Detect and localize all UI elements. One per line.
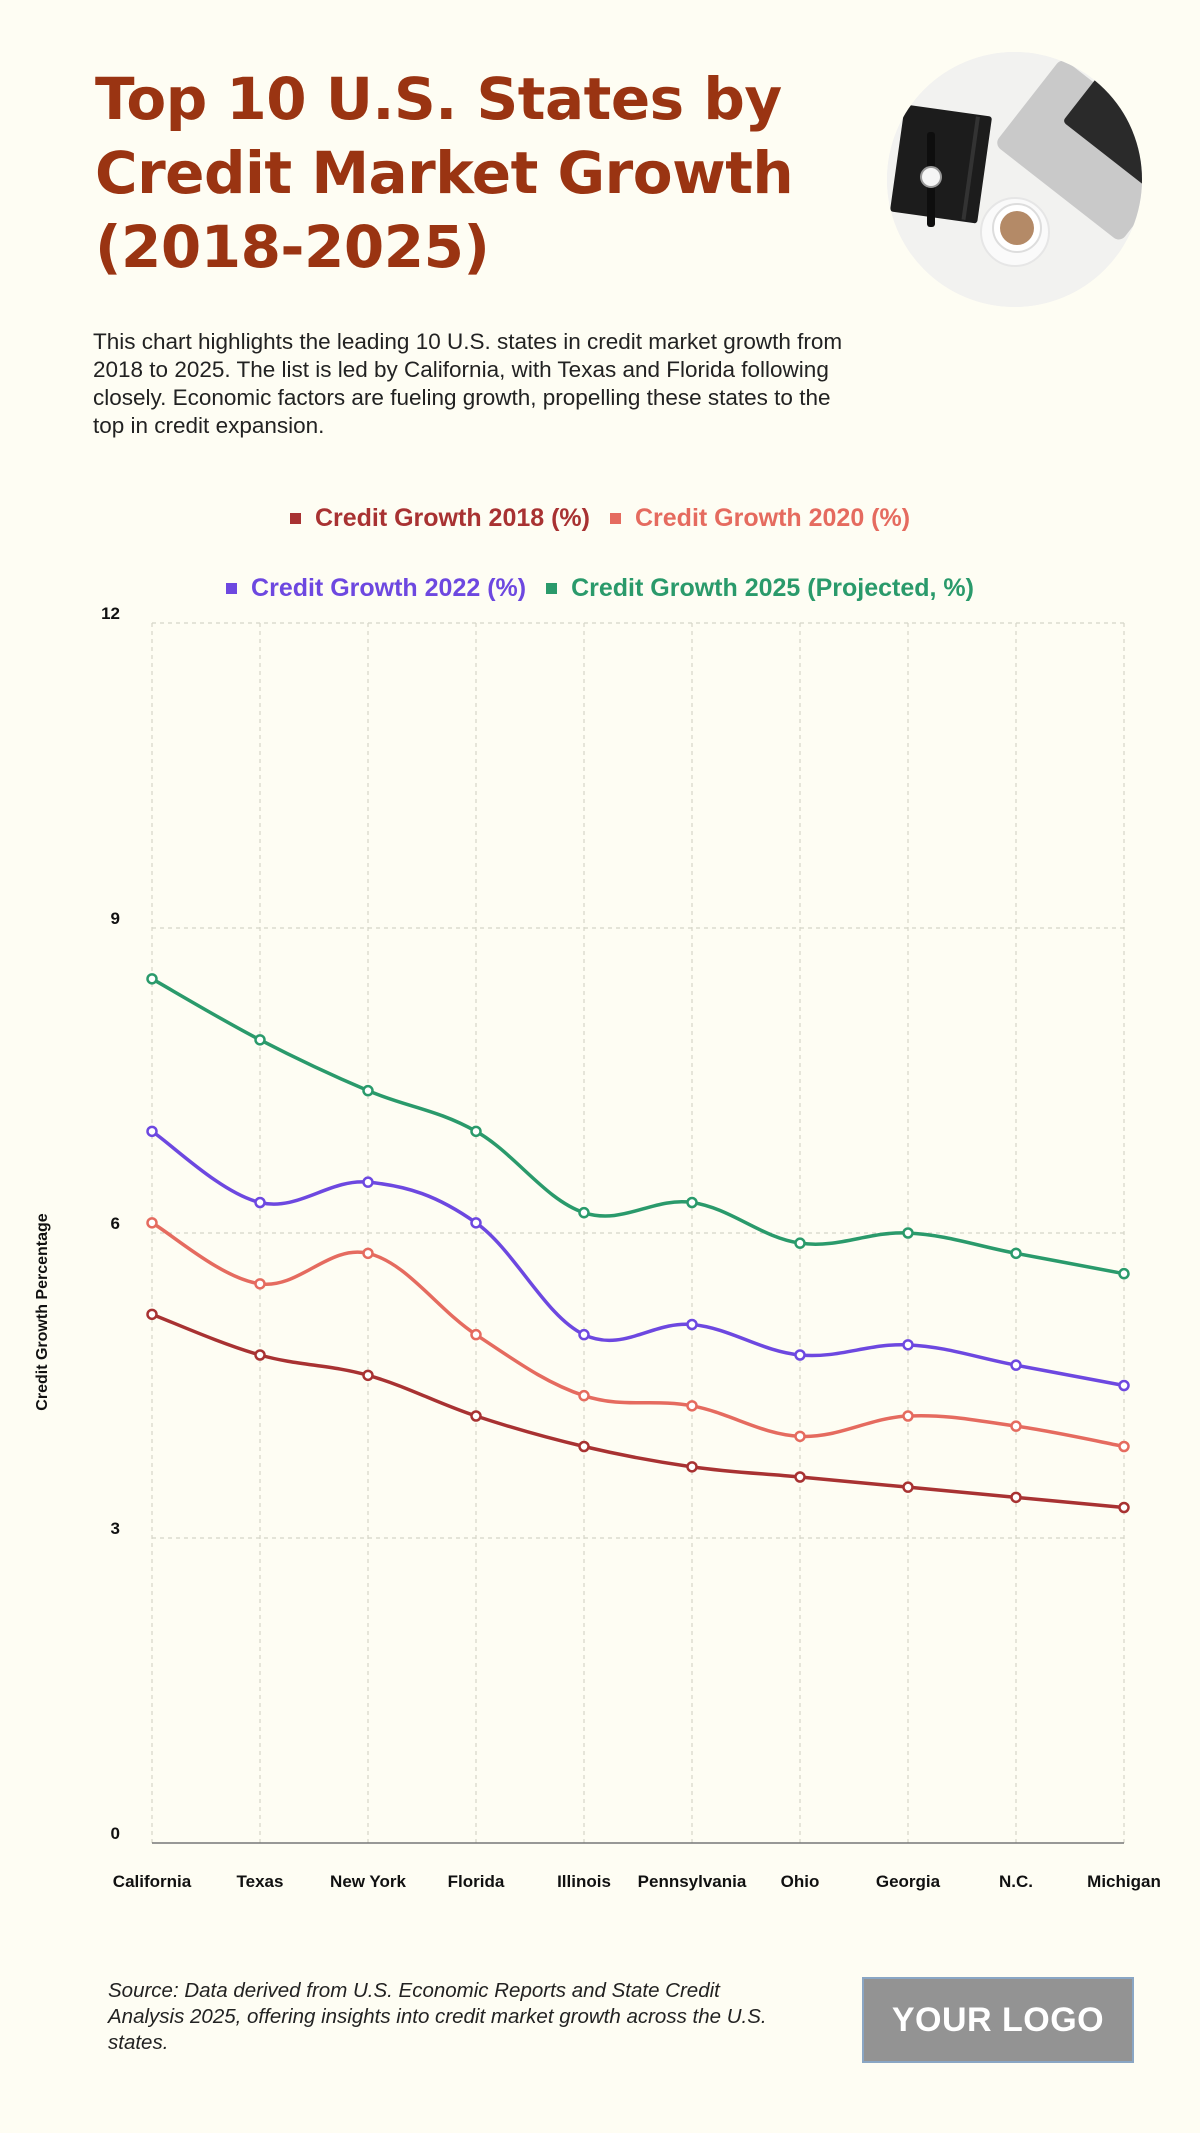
legend-label-2025: Credit Growth 2025 (Projected, %) (571, 574, 974, 602)
legend-item-2022[interactable]: Credit Growth 2022 (%) (226, 574, 526, 603)
data-point (578, 1206, 590, 1219)
legend-swatch-2025 (546, 583, 558, 594)
data-point (254, 1196, 266, 1209)
data-point (1010, 1491, 1022, 1504)
logo-placeholder: YOUR LOGO (862, 1977, 1134, 2063)
series-3 (146, 973, 1130, 1280)
y-tick-label: 0 (111, 1824, 120, 1843)
legend-label-2022: Credit Growth 2022 (%) (251, 574, 527, 602)
watch-icon (920, 132, 942, 227)
data-point (1010, 1359, 1022, 1371)
x-tick-label: Ohio (781, 1872, 820, 1891)
series-line (150, 1312, 1126, 1510)
notebook-icon (890, 104, 992, 224)
legend-row-2: Credit Growth 2022 (%) Credit Growth 202… (0, 574, 1200, 603)
data-point (686, 1400, 698, 1412)
series-lines (146, 973, 1130, 1514)
data-point (578, 1440, 590, 1453)
data-point (146, 973, 158, 985)
data-point (362, 1176, 374, 1188)
data-point (902, 1410, 914, 1422)
x-tick-label: Pennsylvania (638, 1872, 747, 1891)
data-point (794, 1237, 806, 1249)
x-tick-label: Illinois (557, 1872, 611, 1891)
x-tick-label: Florida (448, 1872, 505, 1891)
legend-label-2018: Credit Growth 2018 (%) (314, 504, 590, 532)
data-point (578, 1389, 590, 1402)
x-tick-label: Georgia (876, 1872, 941, 1891)
data-point (794, 1349, 806, 1361)
data-point (686, 1318, 698, 1331)
page-title: Top 10 U.S. States by Credit Market Grow… (95, 65, 794, 281)
data-point (902, 1339, 914, 1351)
legend-item-2025[interactable]: Credit Growth 2025 (Projected, %) (546, 574, 974, 603)
y-tick-label: 6 (111, 1214, 120, 1233)
source-note: Source: Data derived from U.S. Economic … (108, 1979, 767, 2054)
series-line (150, 977, 1126, 1276)
legend-label-2020: Credit Growth 2020 (%) (635, 504, 911, 532)
x-tick-labels: California Texas New York Florida Illinois Pe… (113, 1872, 1161, 1891)
data-point (254, 1034, 266, 1046)
data-point (1118, 1267, 1130, 1280)
data-point (470, 1125, 482, 1138)
legend-swatch-2020 (610, 513, 621, 524)
y-tick-labels: 0 3 6 9 12 (101, 604, 120, 1843)
line-chart: 0 3 6 9 12 California Texas New York Florida Ill… (101, 604, 1161, 1891)
series-1 (146, 1217, 1130, 1453)
desk-photo-illustration (887, 52, 1142, 307)
data-point (362, 1247, 374, 1260)
legend-swatch-2022 (226, 583, 238, 594)
data-point (470, 1217, 482, 1229)
data-point (146, 1125, 158, 1138)
data-point (686, 1196, 698, 1209)
legend-item-2018[interactable]: Credit Growth 2018 (%) (289, 504, 590, 533)
grid-lines (151, 622, 1125, 1844)
x-tick-label: California (113, 1872, 192, 1891)
data-point (470, 1410, 482, 1422)
data-point (470, 1328, 482, 1341)
data-point (902, 1227, 914, 1239)
data-point (254, 1349, 266, 1361)
desk-photo (887, 52, 1142, 307)
series-0 (146, 1308, 1130, 1514)
legend-item-2020[interactable]: Credit Growth 2020 (%) (610, 504, 910, 533)
data-point (1118, 1440, 1130, 1453)
data-point (1118, 1379, 1130, 1392)
data-point (1010, 1420, 1022, 1432)
y-tick-label: 12 (101, 604, 120, 623)
data-point (902, 1481, 914, 1493)
x-tick-label: N.C. (999, 1872, 1033, 1891)
data-point (146, 1217, 158, 1229)
data-point (578, 1328, 590, 1341)
y-tick-label: 9 (111, 909, 120, 928)
data-point (1118, 1501, 1130, 1514)
series-2 (146, 1125, 1130, 1392)
data-point (794, 1430, 806, 1443)
x-tick-label: Texas (237, 1872, 284, 1891)
series-line (150, 1129, 1126, 1388)
coffee-cup-icon (980, 197, 1050, 267)
data-point (1010, 1247, 1022, 1260)
series-line (150, 1221, 1126, 1449)
data-point (794, 1471, 806, 1483)
data-point (686, 1461, 698, 1473)
x-tick-label: New York (330, 1872, 406, 1891)
data-point (146, 1308, 158, 1321)
x-tick-label: Michigan (1087, 1872, 1161, 1891)
data-point (362, 1369, 374, 1382)
legend-row-1: Credit Growth 2018 (%) Credit Growth 202… (0, 504, 1200, 533)
laptop-icon (997, 60, 1142, 240)
legend-swatch-2018 (289, 513, 301, 524)
data-point (254, 1278, 266, 1290)
y-tick-label: 3 (111, 1519, 120, 1538)
data-point (362, 1084, 374, 1097)
chart-description: This chart highlights the leading 10 U.S… (93, 329, 843, 438)
